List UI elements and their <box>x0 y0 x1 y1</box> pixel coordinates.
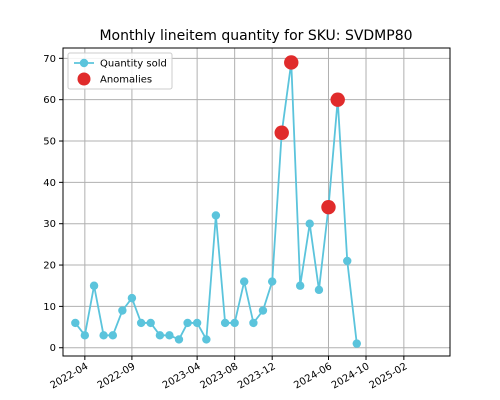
legend: Quantity sold Anomalies <box>67 52 173 90</box>
data-point <box>89 281 99 290</box>
data-point <box>71 318 80 328</box>
y-tick-label: 50 <box>43 137 56 148</box>
data-point <box>305 219 314 228</box>
legend-label-quantity-sold: Quantity sold <box>100 59 167 70</box>
data-point <box>249 318 258 328</box>
plot-area <box>71 55 361 348</box>
legend-marker-quantity <box>79 58 89 68</box>
data-point <box>343 256 352 266</box>
anomaly-point <box>274 125 289 140</box>
data-point <box>174 335 184 344</box>
legend-marker-anomalies <box>77 72 91 86</box>
data-point <box>146 318 155 328</box>
y-tick-label: 70 <box>43 54 56 65</box>
y-tick-label: 60 <box>43 95 56 106</box>
data-point <box>295 281 305 290</box>
y-tick-label: 40 <box>43 178 56 189</box>
data-point <box>352 339 361 348</box>
y-tick-label: 0 <box>50 343 56 354</box>
data-point <box>118 306 127 315</box>
data-point <box>108 331 118 340</box>
data-point <box>314 285 324 295</box>
chart-title: Monthly lineitem quantity for SKU: SVDMP… <box>99 28 412 44</box>
y-tick-label: 20 <box>43 261 56 272</box>
data-point <box>230 318 239 328</box>
y-tick-label: 30 <box>43 219 56 230</box>
data-point <box>99 331 108 340</box>
data-point <box>183 318 192 328</box>
data-point <box>80 331 90 340</box>
anomaly-point <box>330 92 345 107</box>
y-axis: 0 10 20 30 40 50 60 70 <box>43 54 63 354</box>
data-point <box>202 335 211 344</box>
anomaly-point <box>321 199 336 215</box>
legend-label-anomalies: Anomalies <box>100 75 152 86</box>
data-point <box>136 318 146 328</box>
data-point <box>239 277 249 286</box>
data-point <box>211 211 221 220</box>
legend-box <box>67 52 173 90</box>
data-point <box>258 306 268 315</box>
data-point <box>155 331 165 340</box>
axes-frame <box>62 47 451 357</box>
data-point <box>127 293 137 303</box>
data-point <box>192 318 202 328</box>
data-point <box>267 277 277 286</box>
anomaly-point <box>284 55 299 70</box>
data-point <box>220 318 230 328</box>
y-tick-label: 10 <box>43 302 56 313</box>
data-point <box>165 331 174 340</box>
